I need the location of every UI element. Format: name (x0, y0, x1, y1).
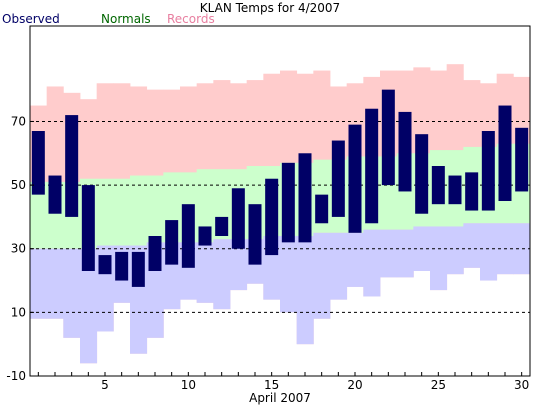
y-tick-label: 30 (11, 242, 26, 256)
observed-bar-day-3 (65, 115, 79, 217)
observed-bar-day-11 (198, 226, 212, 246)
y-tick-label: 50 (11, 178, 26, 192)
x-tick-label: 30 (514, 378, 529, 392)
normal-low-bar-day-12 (213, 239, 231, 310)
normal-high-bar-day-6 (113, 178, 131, 246)
normal-low-bar-day-19 (330, 232, 348, 300)
normal-high-bar-day-5 (96, 178, 114, 246)
observed-bar-day-19 (331, 140, 345, 217)
observed-bar-day-7 (131, 251, 145, 287)
observed-bar-day-17 (298, 153, 312, 243)
observed-bar-day-29 (498, 105, 512, 201)
observed-bar-day-30 (515, 127, 529, 192)
observed-bar-day-6 (115, 251, 129, 281)
observed-bar-day-5 (98, 255, 112, 275)
normal-low-bar-day-4 (80, 248, 98, 364)
x-tick-label: 15 (264, 378, 279, 392)
chart-title: KLAN Temps for 4/2007 (200, 1, 340, 15)
normal-high-bar-day-7 (130, 175, 148, 246)
normal-low-bar-day-11 (196, 242, 214, 303)
observed-bar-day-21 (365, 108, 379, 224)
x-tick-label: 5 (101, 378, 109, 392)
normal-low-bar-day-28 (480, 223, 498, 281)
normal-low-bar-day-23 (396, 229, 414, 278)
legend-records: Records (167, 12, 215, 26)
x-axis-label: April 2007 (249, 391, 311, 405)
observed-bar-day-1 (31, 131, 45, 195)
legend-observed: Observed (2, 12, 60, 26)
normal-low-bar-day-16 (280, 236, 298, 313)
observed-bar-day-27 (465, 172, 479, 211)
axis-layer: -10 10 30 50 70 5 10 15 20 25 30 (6, 114, 529, 392)
observed-bar-day-26 (448, 175, 462, 205)
normal-high-bar-day-8 (146, 175, 164, 243)
normal-high-bar-day-1 (30, 181, 48, 249)
grid-layer (30, 120, 530, 313)
observed-bar-day-22 (381, 89, 395, 186)
y-tick-label: -10 (6, 369, 26, 383)
x-tick-label: 20 (347, 378, 362, 392)
y-tick-label: 70 (11, 114, 26, 128)
normal-low-bar-day-1 (30, 248, 48, 319)
observed-bar-day-2 (48, 175, 62, 214)
normal-high-bar-day-11 (196, 169, 214, 243)
observed-bar-day-9 (165, 220, 179, 265)
observed-bar-day-20 (348, 124, 362, 233)
observed-bar-day-14 (248, 204, 262, 265)
normal-low-bar-day-22 (380, 229, 398, 278)
observed-bar-day-13 (231, 188, 245, 249)
observed-bar-day-24 (415, 134, 429, 214)
normal-low-bar-day-21 (363, 229, 381, 297)
observed-bar-day-15 (265, 178, 279, 256)
observed-bar-day-23 (398, 111, 412, 192)
normal-low-bar-day-25 (430, 226, 448, 291)
observed-bar-day-28 (481, 131, 495, 211)
normal-low-bar-day-17 (296, 236, 314, 345)
observed-bar-day-12 (215, 216, 229, 236)
normal-low-bar-day-2 (46, 248, 64, 319)
y-tick-label: 10 (11, 305, 26, 319)
normal-low-bar-day-18 (313, 232, 331, 319)
normal-low-bar-day-27 (463, 223, 481, 268)
observed-bar-day-18 (315, 194, 329, 224)
observed-bar-day-10 (181, 204, 195, 268)
observed-bars-layer (31, 89, 529, 287)
normal-low-bar-day-13 (230, 239, 248, 291)
x-tick-label: 25 (431, 378, 446, 392)
observed-bar-day-8 (148, 236, 162, 271)
normal-low-bar-day-30 (513, 223, 531, 275)
normal-low-bar-day-3 (63, 248, 81, 338)
x-tick-label: 10 (181, 378, 196, 392)
observed-bar-day-25 (431, 166, 445, 205)
observed-bar-day-16 (281, 162, 295, 243)
legend-normals: Normals (101, 12, 151, 26)
normal-low-bar-day-20 (346, 232, 364, 287)
plot-frame (29, 25, 531, 377)
normal-low-bar-day-26 (446, 226, 464, 275)
observed-bar-day-4 (81, 185, 95, 271)
